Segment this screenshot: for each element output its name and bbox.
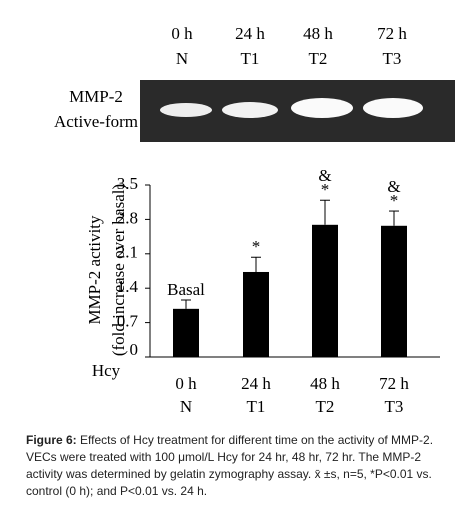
gel-label: Active-form [54,112,138,131]
gel-band [222,102,278,118]
y-axis-title: MMP-2 activity [85,215,104,325]
x-tick-label: 0 h [175,374,197,393]
annotation: * [252,237,261,256]
annotation: Basal [167,280,205,299]
x-axis-title: Hcy [92,361,121,380]
lane-label: N [176,49,188,68]
annotation: * [390,191,399,210]
caption-line: Figure 6: Effects of Hcy treatment for d… [26,432,466,449]
caption-line: VECs were treated with 100 μmol/L Hcy fo… [26,450,422,464]
lane-label: 24 h [235,24,265,43]
gel-band [160,103,212,117]
bar [173,308,199,357]
caption-line: activity was determined by gelatin zymog… [26,467,432,481]
y-tick-label: 1.4 [117,277,139,296]
lane-label: T1 [241,49,260,68]
caption: Figure 6: Effects of Hcy treatment for d… [26,432,466,500]
figure: MMP-2 Active-form MMP-2 activity (fold i… [54,24,455,416]
caption-text: Effects of Hcy treatment for different t… [80,433,434,447]
caption-label: Figure 6: [26,433,77,447]
annotation: & [318,166,331,185]
x-tick-label: T1 [247,397,266,416]
lane-label: 0 h [171,24,193,43]
x-tick-label: 48 h [310,374,340,393]
y-tick-label: 0.7 [117,312,139,331]
x-tick-label: 24 h [241,374,271,393]
bar [381,225,407,357]
lane-label: T2 [309,49,328,68]
lane-label: 48 h [303,24,333,43]
caption-line: control (0 h); and P<0.01 vs. 24 h. [26,484,208,498]
y-axis-title: (fold increase over basal) [109,184,128,356]
y-tick-label: 0 [130,340,139,359]
x-tick-label: N [180,397,192,416]
bar [243,271,269,357]
x-tick-label: T2 [316,397,335,416]
y-tick-label: 2.1 [117,243,138,262]
lane-label: 72 h [377,24,407,43]
annotation: & [387,177,400,196]
x-tick-label: T3 [385,397,404,416]
gel-band [291,98,353,118]
y-tick-label: 2.8 [117,208,138,227]
gel-label: MMP-2 [69,87,123,106]
annotation: * [321,180,330,199]
bar [312,224,338,357]
x-tick-label: 72 h [379,374,409,393]
y-tick-label: 3.5 [117,174,138,193]
lane-label: T3 [383,49,402,68]
gel-band [363,98,423,118]
